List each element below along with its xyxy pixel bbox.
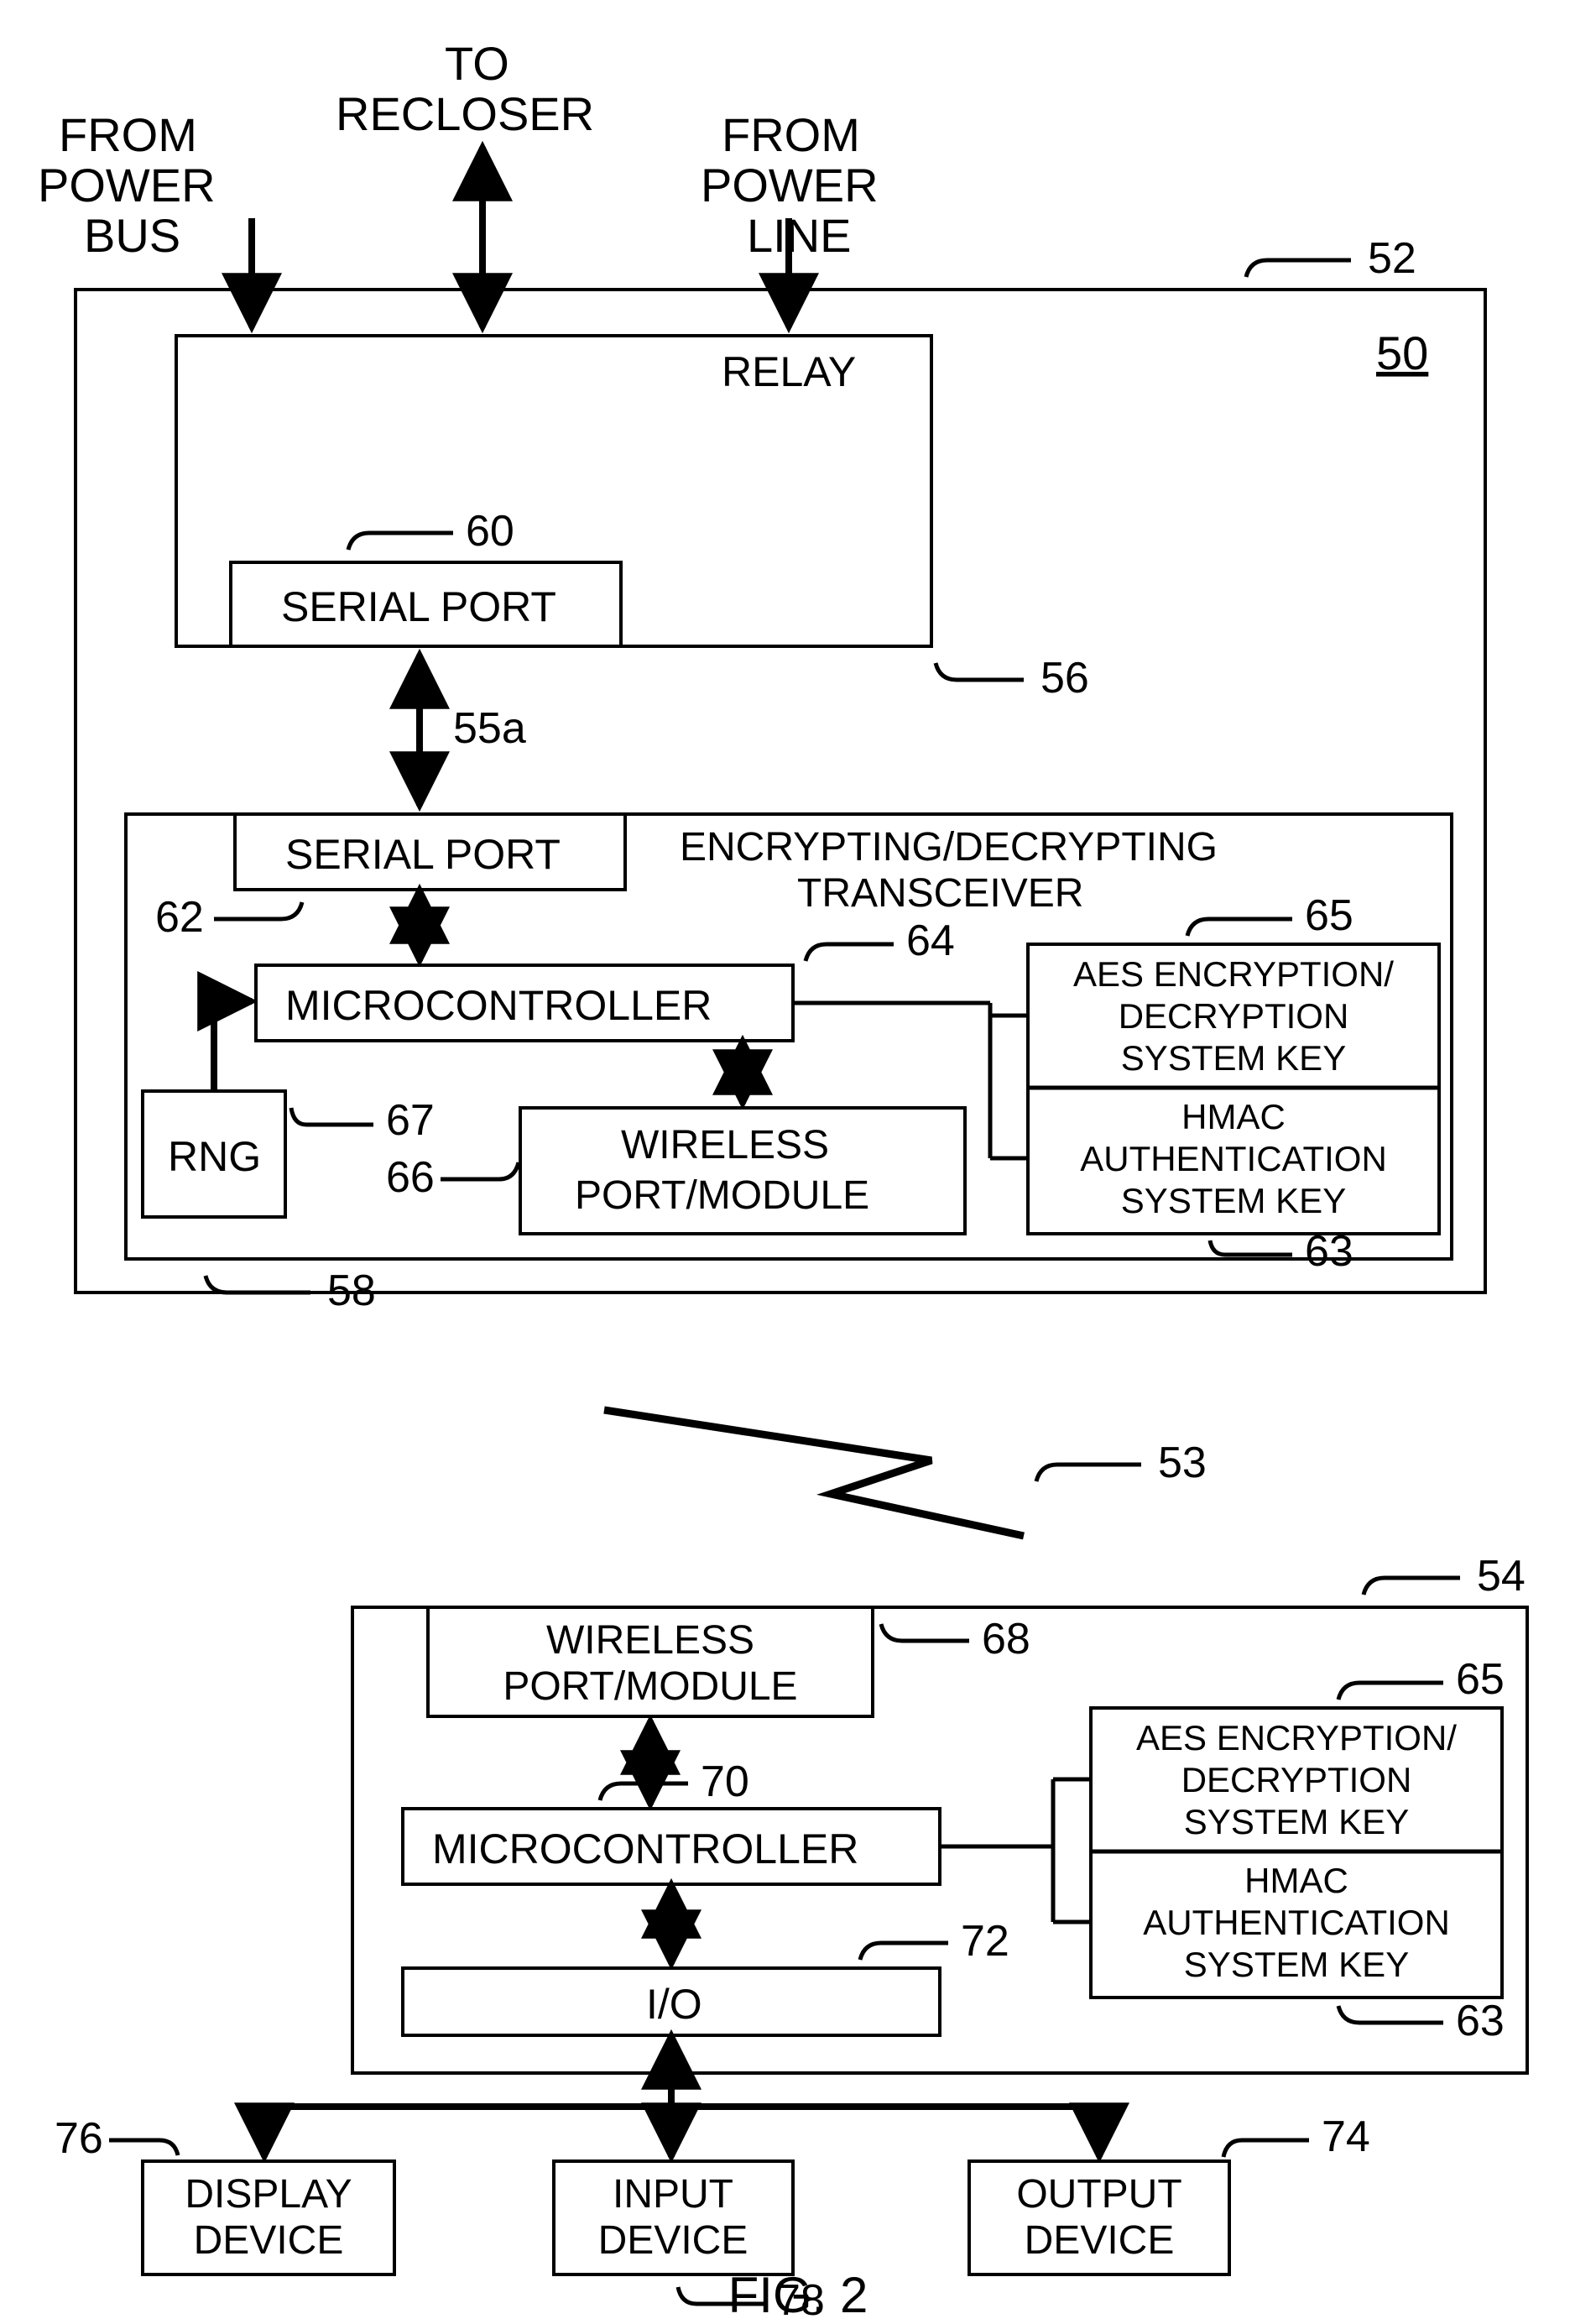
aes-top-3: SYSTEM KEY (1121, 1038, 1346, 1078)
aes-bot-2: DECRYPTION (1181, 1760, 1412, 1799)
from-power-line-label-2: POWER (701, 159, 879, 212)
to-recloser-label-2: RECLOSER (336, 87, 594, 140)
leader-78-curve (678, 2287, 696, 2304)
from-power-bus-label-3: BUS (84, 209, 180, 262)
ref-63-top: 63 (1305, 1227, 1353, 1276)
aes-top-1: AES ENCRYPTION/ (1073, 954, 1394, 994)
serial-port-62-label: SERIAL PORT (285, 831, 561, 878)
leader-52-curve (1246, 260, 1267, 277)
ref-55a: 55a (453, 704, 526, 753)
from-power-line-label-1: FROM (722, 108, 860, 161)
ref-72: 72 (961, 1917, 1009, 1966)
leader-53-curve (1036, 1465, 1057, 1481)
output-label-2: DEVICE (1025, 2218, 1175, 2263)
ref-63-bot: 63 (1456, 1997, 1505, 2045)
ref-52: 52 (1368, 234, 1416, 283)
io-label: I/O (646, 1981, 702, 2028)
hmac-bot-2: AUTHENTICATION (1143, 1903, 1450, 1942)
ref-76: 76 (55, 2114, 103, 2163)
display-label-2: DEVICE (194, 2218, 344, 2263)
aes-bot-3: SYSTEM KEY (1184, 1802, 1409, 1841)
transceiver-title-2: TRANSCEIVER (797, 871, 1083, 916)
hmac-top-2: AUTHENTICATION (1080, 1139, 1387, 1178)
ref-64: 64 (906, 917, 955, 965)
wireless-68-label-1: WIRELESS (546, 1618, 754, 1663)
ref-68: 68 (982, 1615, 1030, 1663)
leader-74-curve (1223, 2140, 1242, 2157)
ref-65-bot: 65 (1456, 1655, 1505, 1704)
from-power-bus-label-1: FROM (59, 108, 197, 161)
ref-70: 70 (701, 1757, 749, 1806)
aes-top-2: DECRYPTION (1119, 996, 1349, 1036)
microcontroller-64-label: MICROCONTROLLER (285, 982, 712, 1029)
microcontroller-70-label: MICROCONTROLLER (432, 1825, 858, 1872)
hmac-top-3: SYSTEM KEY (1121, 1181, 1346, 1220)
rng-label: RNG (168, 1133, 261, 1180)
ref-65-top: 65 (1305, 891, 1353, 940)
to-recloser-label-1: TO (445, 37, 509, 90)
ref-53: 53 (1158, 1439, 1207, 1487)
figure-label: FIG. 2 (728, 2267, 868, 2323)
aes-bot-1: AES ENCRYPTION/ (1136, 1718, 1457, 1757)
ref-66: 66 (386, 1153, 435, 1202)
hmac-bot-1: HMAC (1244, 1861, 1348, 1900)
ref-74: 74 (1322, 2112, 1370, 2161)
relay-label: RELAY (722, 348, 856, 395)
transceiver-title-1: ENCRYPTING/DECRYPTING (680, 825, 1218, 870)
leader-76-curve (159, 2140, 178, 2155)
wireless-66-label-2: PORT/MODULE (575, 1173, 869, 1218)
serial-port-60-label: SERIAL PORT (281, 583, 556, 630)
from-power-line-label-3: LINE (747, 209, 852, 262)
hmac-bot-3: SYSTEM KEY (1184, 1945, 1409, 1984)
hmac-top-1: HMAC (1181, 1097, 1286, 1136)
input-label-1: INPUT (613, 2172, 733, 2217)
ref-62: 62 (155, 893, 204, 942)
ref-56: 56 (1041, 654, 1089, 702)
input-label-2: DEVICE (598, 2218, 748, 2263)
from-power-bus-label-2: POWER (38, 159, 216, 212)
leader-54-curve (1364, 1578, 1385, 1595)
display-label-1: DISPLAY (185, 2172, 352, 2217)
ref-54: 54 (1477, 1552, 1526, 1601)
wireless-66-label-1: WIRELESS (621, 1123, 829, 1167)
figure-2-diagram: FROM POWER BUS TO RECLOSER FROM POWER LI… (0, 0, 1596, 2324)
wireless-link-icon (604, 1410, 1024, 1536)
ref-58: 58 (327, 1266, 376, 1315)
ref-67: 67 (386, 1096, 435, 1145)
ref-60: 60 (466, 507, 514, 556)
ref-50: 50 (1376, 326, 1428, 379)
output-label-1: OUTPUT (1016, 2172, 1181, 2217)
wireless-68-label-2: PORT/MODULE (503, 1664, 797, 1709)
